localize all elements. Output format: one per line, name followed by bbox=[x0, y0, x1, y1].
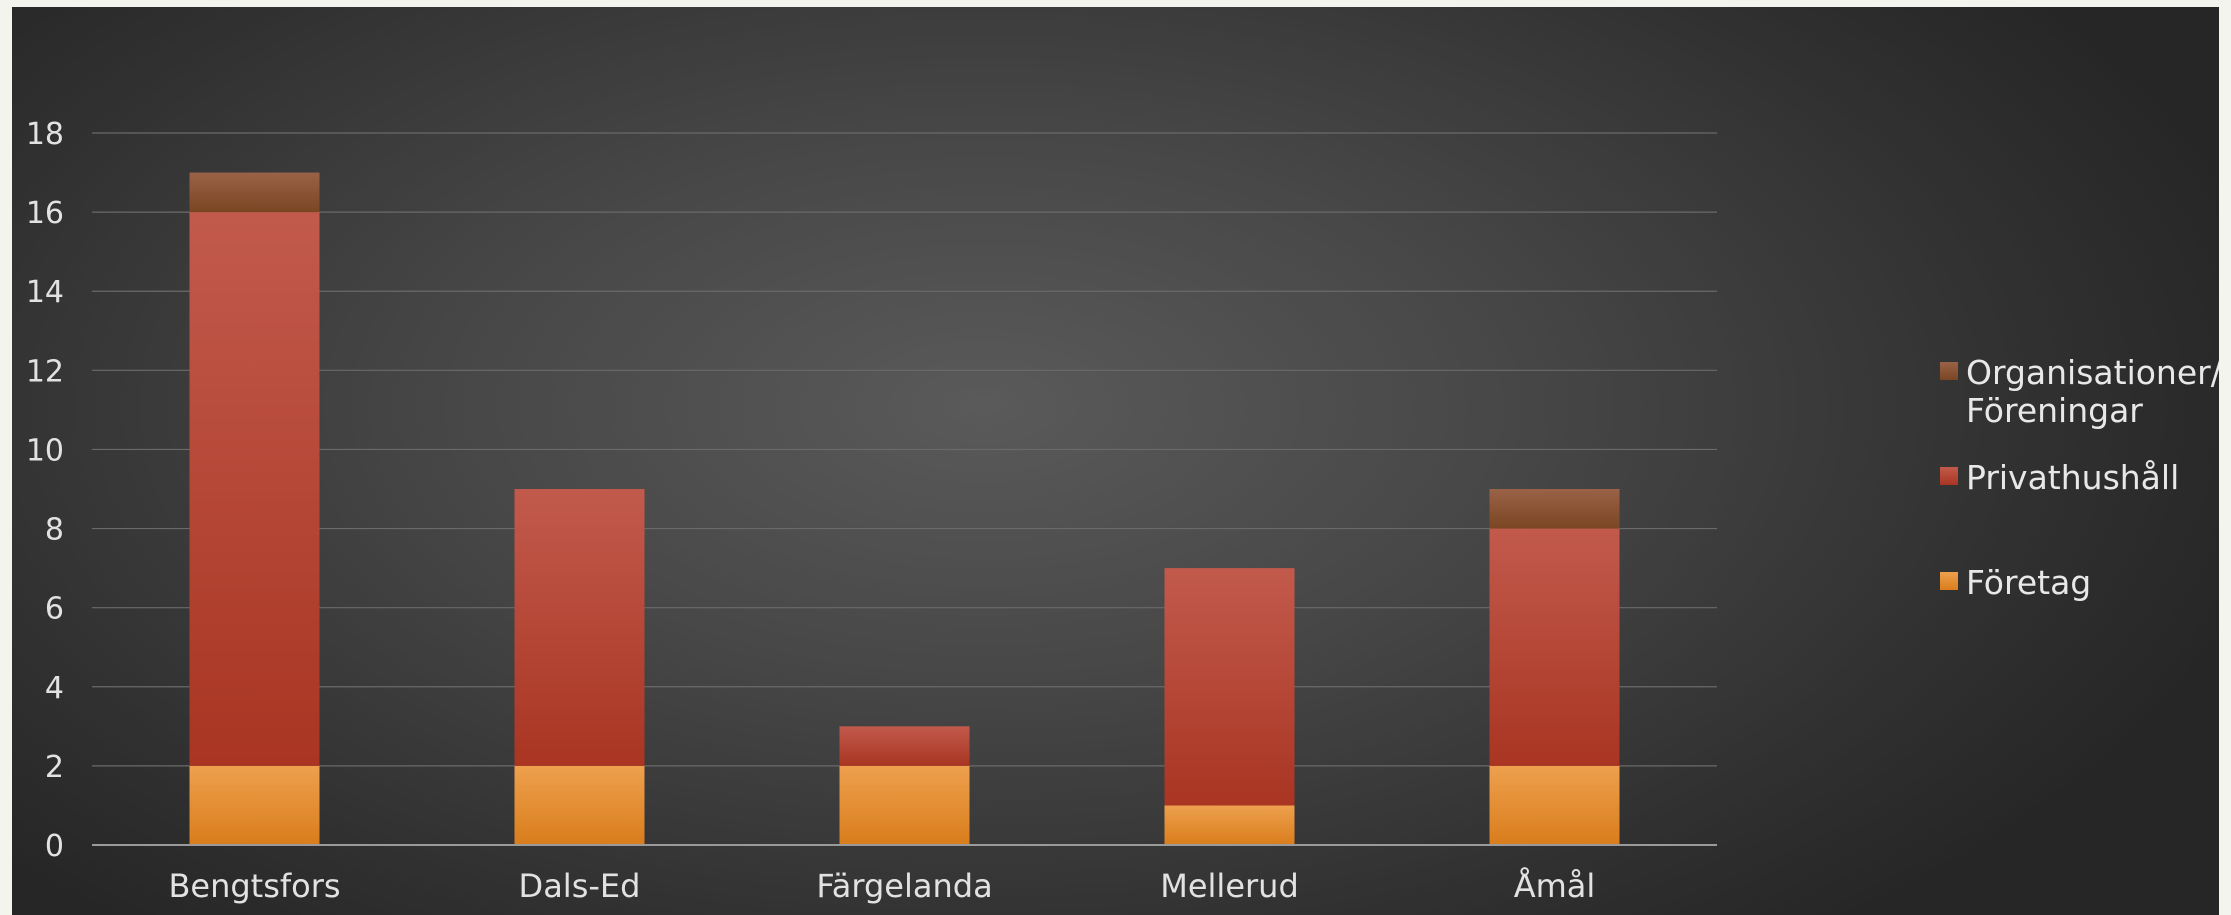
legend-swatch-0 bbox=[1940, 572, 1958, 590]
bar-segment-Åmål-företag bbox=[1489, 765, 1620, 845]
bar-segment-Åmål-privathushåll bbox=[1489, 528, 1620, 766]
y-tick-label: 16 bbox=[26, 196, 64, 231]
bar-segment-Färgelanda-privathushåll bbox=[839, 726, 970, 766]
x-tick-label: Mellerud bbox=[1160, 867, 1299, 905]
bar-segment-Bengtsfors-organisationer bbox=[189, 172, 320, 213]
legend-label: Organisationer/ bbox=[1966, 353, 2219, 392]
bar-segment-Färgelanda-företag bbox=[839, 765, 970, 845]
axis-layer: 0 2 4 6 8 10 12 14 16 18 Bengtsfors Dals-Ed Färgelan… bbox=[26, 117, 1717, 905]
y-tick-label: 14 bbox=[26, 275, 64, 310]
bar-segment-Mellerud-företag bbox=[1164, 805, 1295, 845]
bar-segment-Mellerud-privathushåll bbox=[1164, 568, 1295, 806]
legend-swatch-2 bbox=[1940, 362, 1958, 380]
y-tick-label: 12 bbox=[26, 354, 64, 389]
chart-frame: 0 2 4 6 8 10 12 14 16 18 Bengtsfors Dals-Ed Färgelan… bbox=[12, 7, 2219, 915]
bars-layer bbox=[189, 172, 1620, 845]
x-tick-label: Färgelanda bbox=[816, 867, 992, 905]
legend-label: Privathushåll bbox=[1966, 458, 2179, 497]
grid-layer bbox=[92, 132, 1717, 767]
x-tick-label: Åmål bbox=[1514, 867, 1596, 905]
x-tick-label: Bengtsfors bbox=[168, 867, 340, 905]
y-tick-label: 2 bbox=[45, 750, 64, 785]
y-tick-label: 10 bbox=[26, 433, 64, 468]
legend: Organisationer/Föreningar Privathushåll Fö… bbox=[1940, 353, 2219, 602]
x-tick-label: Dals-Ed bbox=[519, 867, 641, 905]
legend-label: Föreningar bbox=[1966, 391, 2143, 430]
y-tick-label: 18 bbox=[26, 117, 64, 152]
y-tick-label: 0 bbox=[45, 829, 64, 864]
stacked-bar-chart: 0 2 4 6 8 10 12 14 16 18 Bengtsfors Dals-Ed Färgelan… bbox=[26, 117, 2219, 905]
y-tick-label: 6 bbox=[45, 592, 64, 627]
legend-label: Företag bbox=[1966, 563, 2091, 602]
bar-segment-Dals-Ed-privathushåll bbox=[514, 489, 645, 766]
bar-segment-Bengtsfors-privathushåll bbox=[189, 212, 320, 766]
y-tick-label: 8 bbox=[45, 513, 64, 548]
bar-segment-Bengtsfors-företag bbox=[189, 765, 320, 845]
bar-segment-Dals-Ed-företag bbox=[514, 765, 645, 845]
y-tick-label: 4 bbox=[45, 671, 64, 706]
bar-segment-Åmål-organisationer bbox=[1489, 489, 1620, 529]
legend-swatch-1 bbox=[1940, 467, 1958, 485]
